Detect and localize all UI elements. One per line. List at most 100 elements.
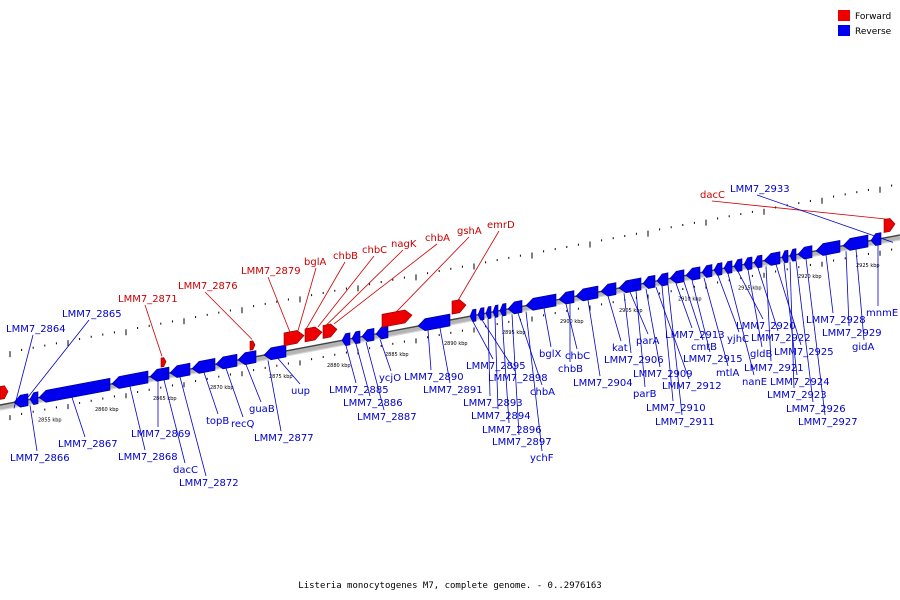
reverse-gene[interactable] xyxy=(789,248,797,262)
gene-label[interactable]: LMM7_2868 xyxy=(118,452,178,463)
gene-label[interactable]: chbA xyxy=(530,387,555,398)
gene-label[interactable]: LMM7_2933 xyxy=(730,184,790,195)
reverse-gene[interactable] xyxy=(781,249,789,264)
forward-gene[interactable] xyxy=(304,326,323,343)
reverse-gene[interactable] xyxy=(618,277,642,294)
gene-label[interactable]: uup xyxy=(291,386,310,397)
gene-label[interactable]: LMM7_2871 xyxy=(118,294,178,305)
forward-gene[interactable] xyxy=(249,340,256,351)
gene-label[interactable]: LMM7_2877 xyxy=(254,433,314,444)
gene-label[interactable]: parB xyxy=(633,389,657,400)
gene-label[interactable]: LMM7_2886 xyxy=(343,398,403,409)
gene-label[interactable]: LMM7_2909 xyxy=(633,369,693,380)
reverse-gene[interactable] xyxy=(499,303,507,317)
gene-label[interactable]: gldB xyxy=(750,349,772,360)
gene-label[interactable]: LMM7_2869 xyxy=(131,429,191,440)
forward-gene[interactable] xyxy=(0,385,9,400)
reverse-gene[interactable] xyxy=(29,391,39,406)
reverse-gene[interactable] xyxy=(713,262,723,276)
gene-label[interactable]: cmtB xyxy=(691,342,717,353)
reverse-gene[interactable] xyxy=(492,304,499,318)
reverse-gene[interactable] xyxy=(842,234,869,251)
reverse-gene[interactable] xyxy=(525,293,557,311)
gene-label[interactable]: LMM7_2925 xyxy=(774,347,834,358)
gene-label[interactable]: chbC xyxy=(565,351,590,362)
gene-label[interactable]: LMM7_2911 xyxy=(655,417,715,428)
reverse-gene[interactable] xyxy=(870,232,882,246)
gene-label[interactable]: mnmE xyxy=(866,308,898,319)
gene-label[interactable]: ychF xyxy=(530,453,554,464)
gene-label[interactable]: LMM7_2865 xyxy=(62,309,122,320)
reverse-gene[interactable] xyxy=(417,313,451,332)
gene-label[interactable]: LMM7_2927 xyxy=(798,417,858,428)
reverse-gene[interactable] xyxy=(477,307,485,321)
reverse-gene[interactable] xyxy=(507,300,523,315)
gene-label[interactable]: yjhC xyxy=(727,334,749,345)
gene-label[interactable]: chbC xyxy=(362,245,387,256)
gene-label[interactable]: LMM7_2864 xyxy=(6,324,66,335)
reverse-gene[interactable] xyxy=(263,344,287,361)
forward-gene[interactable] xyxy=(160,357,167,368)
gene-label[interactable]: LMM7_2894 xyxy=(471,411,531,422)
forward-gene[interactable] xyxy=(283,330,305,347)
reverse-gene[interactable] xyxy=(38,377,111,403)
reverse-gene[interactable] xyxy=(149,366,170,382)
reverse-gene[interactable] xyxy=(575,285,599,302)
gene-label[interactable]: LMM7_2929 xyxy=(822,328,882,339)
gene-label[interactable]: mtlA xyxy=(716,368,739,379)
gene-label[interactable]: LMM7_2866 xyxy=(10,453,70,464)
gene-label[interactable]: dacC xyxy=(700,190,725,201)
gene-label[interactable]: chbA xyxy=(425,233,450,244)
gene-label[interactable]: LMM7_2897 xyxy=(492,437,552,448)
gene-label[interactable]: gshA xyxy=(457,226,482,237)
gene-label[interactable]: emrD xyxy=(487,220,515,231)
reverse-gene[interactable] xyxy=(701,264,713,278)
forward-gene[interactable] xyxy=(381,309,413,328)
gene-label[interactable]: topB xyxy=(206,416,229,427)
reverse-gene[interactable] xyxy=(375,325,389,340)
gene-label[interactable]: LMM7_2922 xyxy=(751,333,811,344)
gene-label[interactable]: LMM7_2926 xyxy=(786,404,846,415)
forward-gene[interactable] xyxy=(883,218,896,233)
reverse-gene[interactable] xyxy=(642,274,656,289)
gene-label[interactable]: LMM7_2895 xyxy=(466,361,526,372)
gene-label[interactable]: chbB xyxy=(333,251,358,262)
gene-label[interactable]: chbB xyxy=(558,364,583,375)
gene-label[interactable]: LMM7_2887 xyxy=(357,412,417,423)
gene-label[interactable]: recQ xyxy=(231,419,255,430)
gene-label[interactable]: LMM7_2893 xyxy=(463,398,523,409)
gene-label[interactable]: LMM7_2928 xyxy=(806,315,866,326)
gene-label[interactable]: gidA xyxy=(852,342,874,353)
reverse-gene[interactable] xyxy=(341,332,351,347)
gene-label[interactable]: LMM7_2876 xyxy=(178,281,238,292)
gene-label[interactable]: LMM7_2904 xyxy=(573,378,633,389)
gene-label[interactable]: bglX xyxy=(539,349,561,360)
reverse-gene[interactable] xyxy=(743,256,753,271)
reverse-gene[interactable] xyxy=(733,258,743,273)
gene-label[interactable]: nanE xyxy=(742,377,767,388)
reverse-gene[interactable] xyxy=(656,272,669,287)
reverse-gene[interactable] xyxy=(351,330,361,345)
gene-label[interactable]: parA xyxy=(636,336,660,347)
reverse-gene[interactable] xyxy=(600,282,617,297)
gene-label[interactable]: LMM7_2910 xyxy=(646,403,706,414)
gene-label[interactable]: LMM7_2879 xyxy=(241,266,301,277)
reverse-gene[interactable] xyxy=(723,260,733,274)
reverse-gene[interactable] xyxy=(191,358,216,374)
reverse-gene[interactable] xyxy=(815,239,841,256)
gene-label[interactable]: nagK xyxy=(391,239,417,250)
reverse-gene[interactable] xyxy=(753,254,763,269)
gene-label[interactable]: bglA xyxy=(304,257,326,268)
forward-gene[interactable] xyxy=(451,299,467,315)
gene-label[interactable]: dacC xyxy=(173,465,198,476)
reverse-gene[interactable] xyxy=(13,393,29,408)
reverse-gene[interactable] xyxy=(169,362,191,378)
gene-label[interactable]: LMM7_2920 xyxy=(736,321,796,332)
gene-label[interactable]: LMM7_2898 xyxy=(488,373,548,384)
gene-label[interactable]: LMM7_2915 xyxy=(683,354,743,365)
gene-label[interactable]: LMM7_2890 xyxy=(404,372,464,383)
reverse-gene[interactable] xyxy=(797,245,813,260)
reverse-gene[interactable] xyxy=(763,251,781,266)
gene-label[interactable]: LMM7_2872 xyxy=(179,478,239,489)
gene-label[interactable]: LMM7_2913 xyxy=(665,330,725,341)
